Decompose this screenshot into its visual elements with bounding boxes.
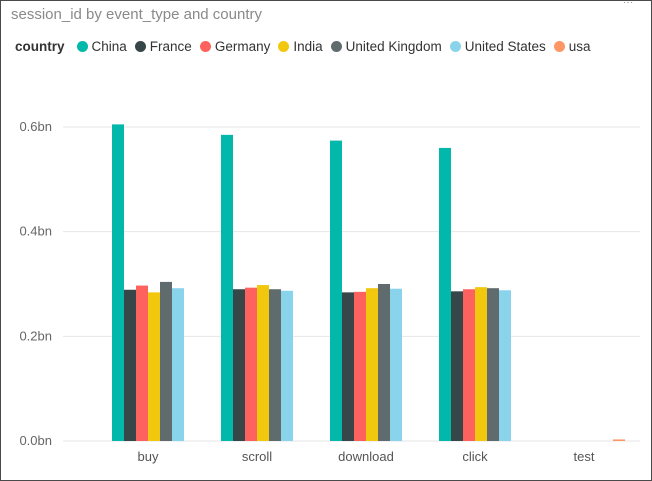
bar-scroll-germany[interactable] [245, 287, 257, 441]
bar-click-china[interactable] [439, 147, 451, 441]
bar-scroll-united-kingdom[interactable] [269, 289, 281, 441]
legend-label: usa [568, 39, 591, 54]
bar-download-china[interactable] [330, 140, 342, 441]
x-tick-label-scroll: scroll [242, 449, 272, 464]
y-tick-label: 0.6bn [19, 119, 52, 134]
legend: country China France Germany India United Ki… [15, 39, 599, 54]
bar-scroll-china[interactable] [221, 134, 233, 441]
legend-dot-icon [199, 41, 211, 52]
legend-item-united-states[interactable]: United States [449, 39, 546, 54]
legend-dot-icon [553, 41, 565, 52]
y-tick-label: 0.4bn [19, 224, 52, 239]
bar-scroll-united-states[interactable] [281, 290, 293, 441]
bar-buy-united-states[interactable] [172, 288, 184, 441]
bars [112, 124, 625, 441]
more-options-icon[interactable]: ··· [623, 0, 634, 7]
legend-item-india[interactable]: India [278, 39, 323, 54]
bar-click-germany[interactable] [463, 289, 475, 441]
legend-title: country [15, 39, 65, 54]
legend-item-germany[interactable]: Germany [199, 39, 271, 54]
bar-download-germany[interactable] [354, 291, 366, 441]
bar-test-usa[interactable] [613, 439, 625, 441]
legend-label: India [293, 39, 323, 54]
legend-dot-icon [134, 41, 146, 52]
bar-buy-india[interactable] [148, 292, 160, 441]
legend-label: France [149, 39, 192, 54]
bar-click-france[interactable] [451, 291, 463, 441]
x-tick-label-buy: buy [138, 449, 159, 464]
legend-dot-icon [76, 41, 88, 52]
bar-download-france[interactable] [342, 292, 354, 441]
bar-click-united-states[interactable] [499, 290, 511, 441]
legend-label: United Kingdom [345, 39, 442, 54]
bar-scroll-india[interactable] [257, 285, 269, 441]
bar-click-united-kingdom[interactable] [487, 288, 499, 441]
bar-buy-france[interactable] [124, 289, 136, 441]
x-tick-label-click: click [462, 449, 488, 464]
legend-dot-icon [278, 41, 290, 52]
legend-label: Germany [214, 39, 271, 54]
y-axis-ticks: 0.0bn 0.2bn 0.4bn 0.6bn [19, 119, 52, 448]
bar-buy-united-kingdom[interactable] [160, 281, 172, 441]
bar-scroll-france[interactable] [233, 289, 245, 441]
x-tick-label-test: test [574, 449, 595, 464]
legend-item-usa[interactable]: usa [553, 39, 591, 54]
legend-label: China [91, 39, 127, 54]
legend-item-united-kingdom[interactable]: United Kingdom [330, 39, 442, 54]
y-tick-label: 0.2bn [19, 328, 52, 343]
x-axis-labels: buy scroll download click test [138, 449, 595, 464]
bar-buy-germany[interactable] [136, 285, 148, 441]
bar-click-india[interactable] [475, 287, 487, 441]
bar-download-united-states[interactable] [390, 288, 402, 441]
legend-item-china[interactable]: China [76, 39, 127, 54]
bar-buy-china[interactable] [112, 124, 124, 441]
bar-download-united-kingdom[interactable] [378, 284, 390, 441]
y-tick-label: 0.0bn [19, 433, 52, 448]
legend-item-france[interactable]: France [134, 39, 192, 54]
chart-title: session_id by event_type and country [11, 6, 262, 23]
legend-dot-icon [449, 41, 461, 52]
legend-dot-icon [330, 41, 342, 52]
x-tick-label-download: download [338, 449, 394, 464]
bar-download-india[interactable] [366, 288, 378, 441]
legend-label: United States [464, 39, 546, 54]
